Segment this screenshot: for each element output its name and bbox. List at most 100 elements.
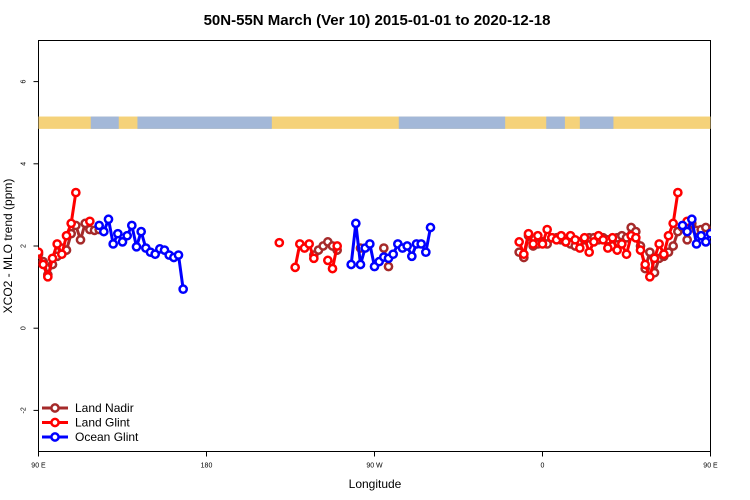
legend-label: Land Nadir: [75, 401, 134, 415]
ocean-glint-point: [98, 226, 109, 237]
land-glint-point: [322, 255, 333, 266]
land-glint-point: [532, 230, 543, 241]
ocean-glint-point: [705, 228, 711, 239]
land-glint-point: [308, 253, 319, 264]
ocean-glint-point: [355, 259, 366, 270]
land-glint-point: [84, 216, 95, 227]
chart-title: 50N-55N March (Ver 10) 2015-01-01 to 202…: [204, 12, 551, 29]
ocean-glint-point: [420, 247, 431, 258]
land-glint-point: [574, 243, 585, 253]
land-glint-point: [616, 239, 627, 249]
ocean-glint-point: [682, 226, 693, 237]
land-nadir-point: [644, 247, 655, 258]
land-glint-point: [672, 187, 683, 198]
land-nadir-point: [378, 243, 389, 253]
land-glint-point: [542, 224, 553, 235]
ocean-glint-point: [346, 259, 357, 270]
land-nadir-point: [383, 261, 394, 272]
land-glint-point: [570, 234, 581, 245]
land-glint-point: [556, 230, 567, 241]
land-glint-point: [654, 239, 665, 249]
land-glint-point: [602, 243, 613, 253]
land-glint-point: [518, 249, 529, 260]
x-tick-label: 90 E: [31, 463, 46, 470]
ocean-glint-point: [364, 239, 375, 249]
ocean-glint-point: [108, 239, 119, 249]
land-nadir-point: [682, 234, 693, 245]
ocean-glint-point: [686, 214, 697, 225]
land-glint-point: [327, 263, 338, 274]
ocean-band-segment: [137, 116, 272, 129]
land-glint-point: [560, 237, 571, 247]
ocean-glint-point: [173, 250, 184, 260]
y-tick-label: 2: [21, 244, 28, 248]
y-tick-label: 0: [21, 326, 28, 330]
land-glint-point: [663, 230, 674, 241]
ocean-glint-point: [416, 239, 427, 249]
land-glint-point: [304, 239, 315, 249]
ocean-glint-point: [117, 237, 128, 247]
land-glint-point: [290, 262, 301, 273]
series-land-glint: [38, 187, 693, 282]
land-glint-point: [649, 253, 660, 264]
land-glint-point: [66, 218, 77, 229]
ocean-glint-point: [700, 237, 711, 247]
ocean-band-segment: [546, 116, 565, 129]
ocean-glint-point: [425, 222, 436, 233]
land-glint-point: [584, 247, 595, 258]
y-tick-label: 4: [21, 162, 28, 166]
land-glint-point: [47, 253, 58, 264]
y-axis: -2 0 2 4 6: [21, 80, 39, 414]
ocean-glint-point: [103, 214, 114, 225]
ocean-glint-point: [126, 220, 137, 231]
land-glint-point: [70, 187, 81, 198]
legend-swatch-marker: [50, 417, 60, 428]
land-glint-point: [588, 237, 599, 247]
legend-item-ocean-glint: Ocean Glint: [42, 430, 139, 444]
land-glint-point: [612, 245, 623, 255]
land-ocean-band: [38, 116, 711, 129]
land-glint-point: [630, 232, 641, 243]
ocean-glint-point: [112, 228, 123, 239]
land-glint-point: [635, 245, 646, 255]
x-tick-label: 90 E: [703, 463, 718, 470]
land-glint-point: [52, 239, 63, 249]
series-layer: [38, 187, 711, 295]
ocean-band-segment: [579, 116, 614, 129]
x-axis: 90 E 180 90 W 0 90 E: [31, 451, 718, 470]
land-glint-point: [537, 239, 548, 249]
land-glint-point: [61, 230, 72, 241]
ocean-glint-point: [406, 251, 417, 262]
land-glint-point: [579, 232, 590, 243]
legend-item-land-glint: Land Glint: [42, 416, 130, 430]
legend-item-land-nadir: Land Nadir: [42, 401, 134, 415]
ocean-glint-point: [677, 220, 688, 231]
ocean-glint-point: [350, 218, 361, 229]
ocean-glint-point: [122, 230, 133, 241]
ocean-glint-point: [388, 249, 399, 260]
ocean-glint-point: [402, 241, 413, 251]
ocean-glint-point: [94, 220, 105, 231]
ocean-band-segment: [398, 116, 506, 129]
land-glint-point: [38, 247, 44, 258]
land-glint-point: [274, 237, 285, 248]
ocean-glint-point: [691, 239, 702, 249]
land-glint-point: [640, 259, 651, 270]
land-nadir-point: [75, 234, 86, 245]
legend-swatch-marker: [50, 403, 60, 413]
x-axis-label: Longitude: [349, 477, 402, 491]
land-glint-point: [668, 218, 679, 229]
land-glint-point: [332, 241, 343, 251]
y-tick-label: -2: [21, 407, 28, 413]
ocean-band-segment: [90, 116, 119, 129]
ocean-glint-point: [696, 230, 707, 241]
legend-swatch-marker: [50, 432, 60, 442]
land-glint-point: [621, 249, 632, 260]
land-nadir-point: [700, 222, 711, 233]
series-ocean-glint: [94, 214, 711, 295]
x-tick-label: 180: [201, 463, 213, 470]
land-glint-point: [598, 234, 609, 245]
x-tick-label: 0: [541, 463, 545, 470]
